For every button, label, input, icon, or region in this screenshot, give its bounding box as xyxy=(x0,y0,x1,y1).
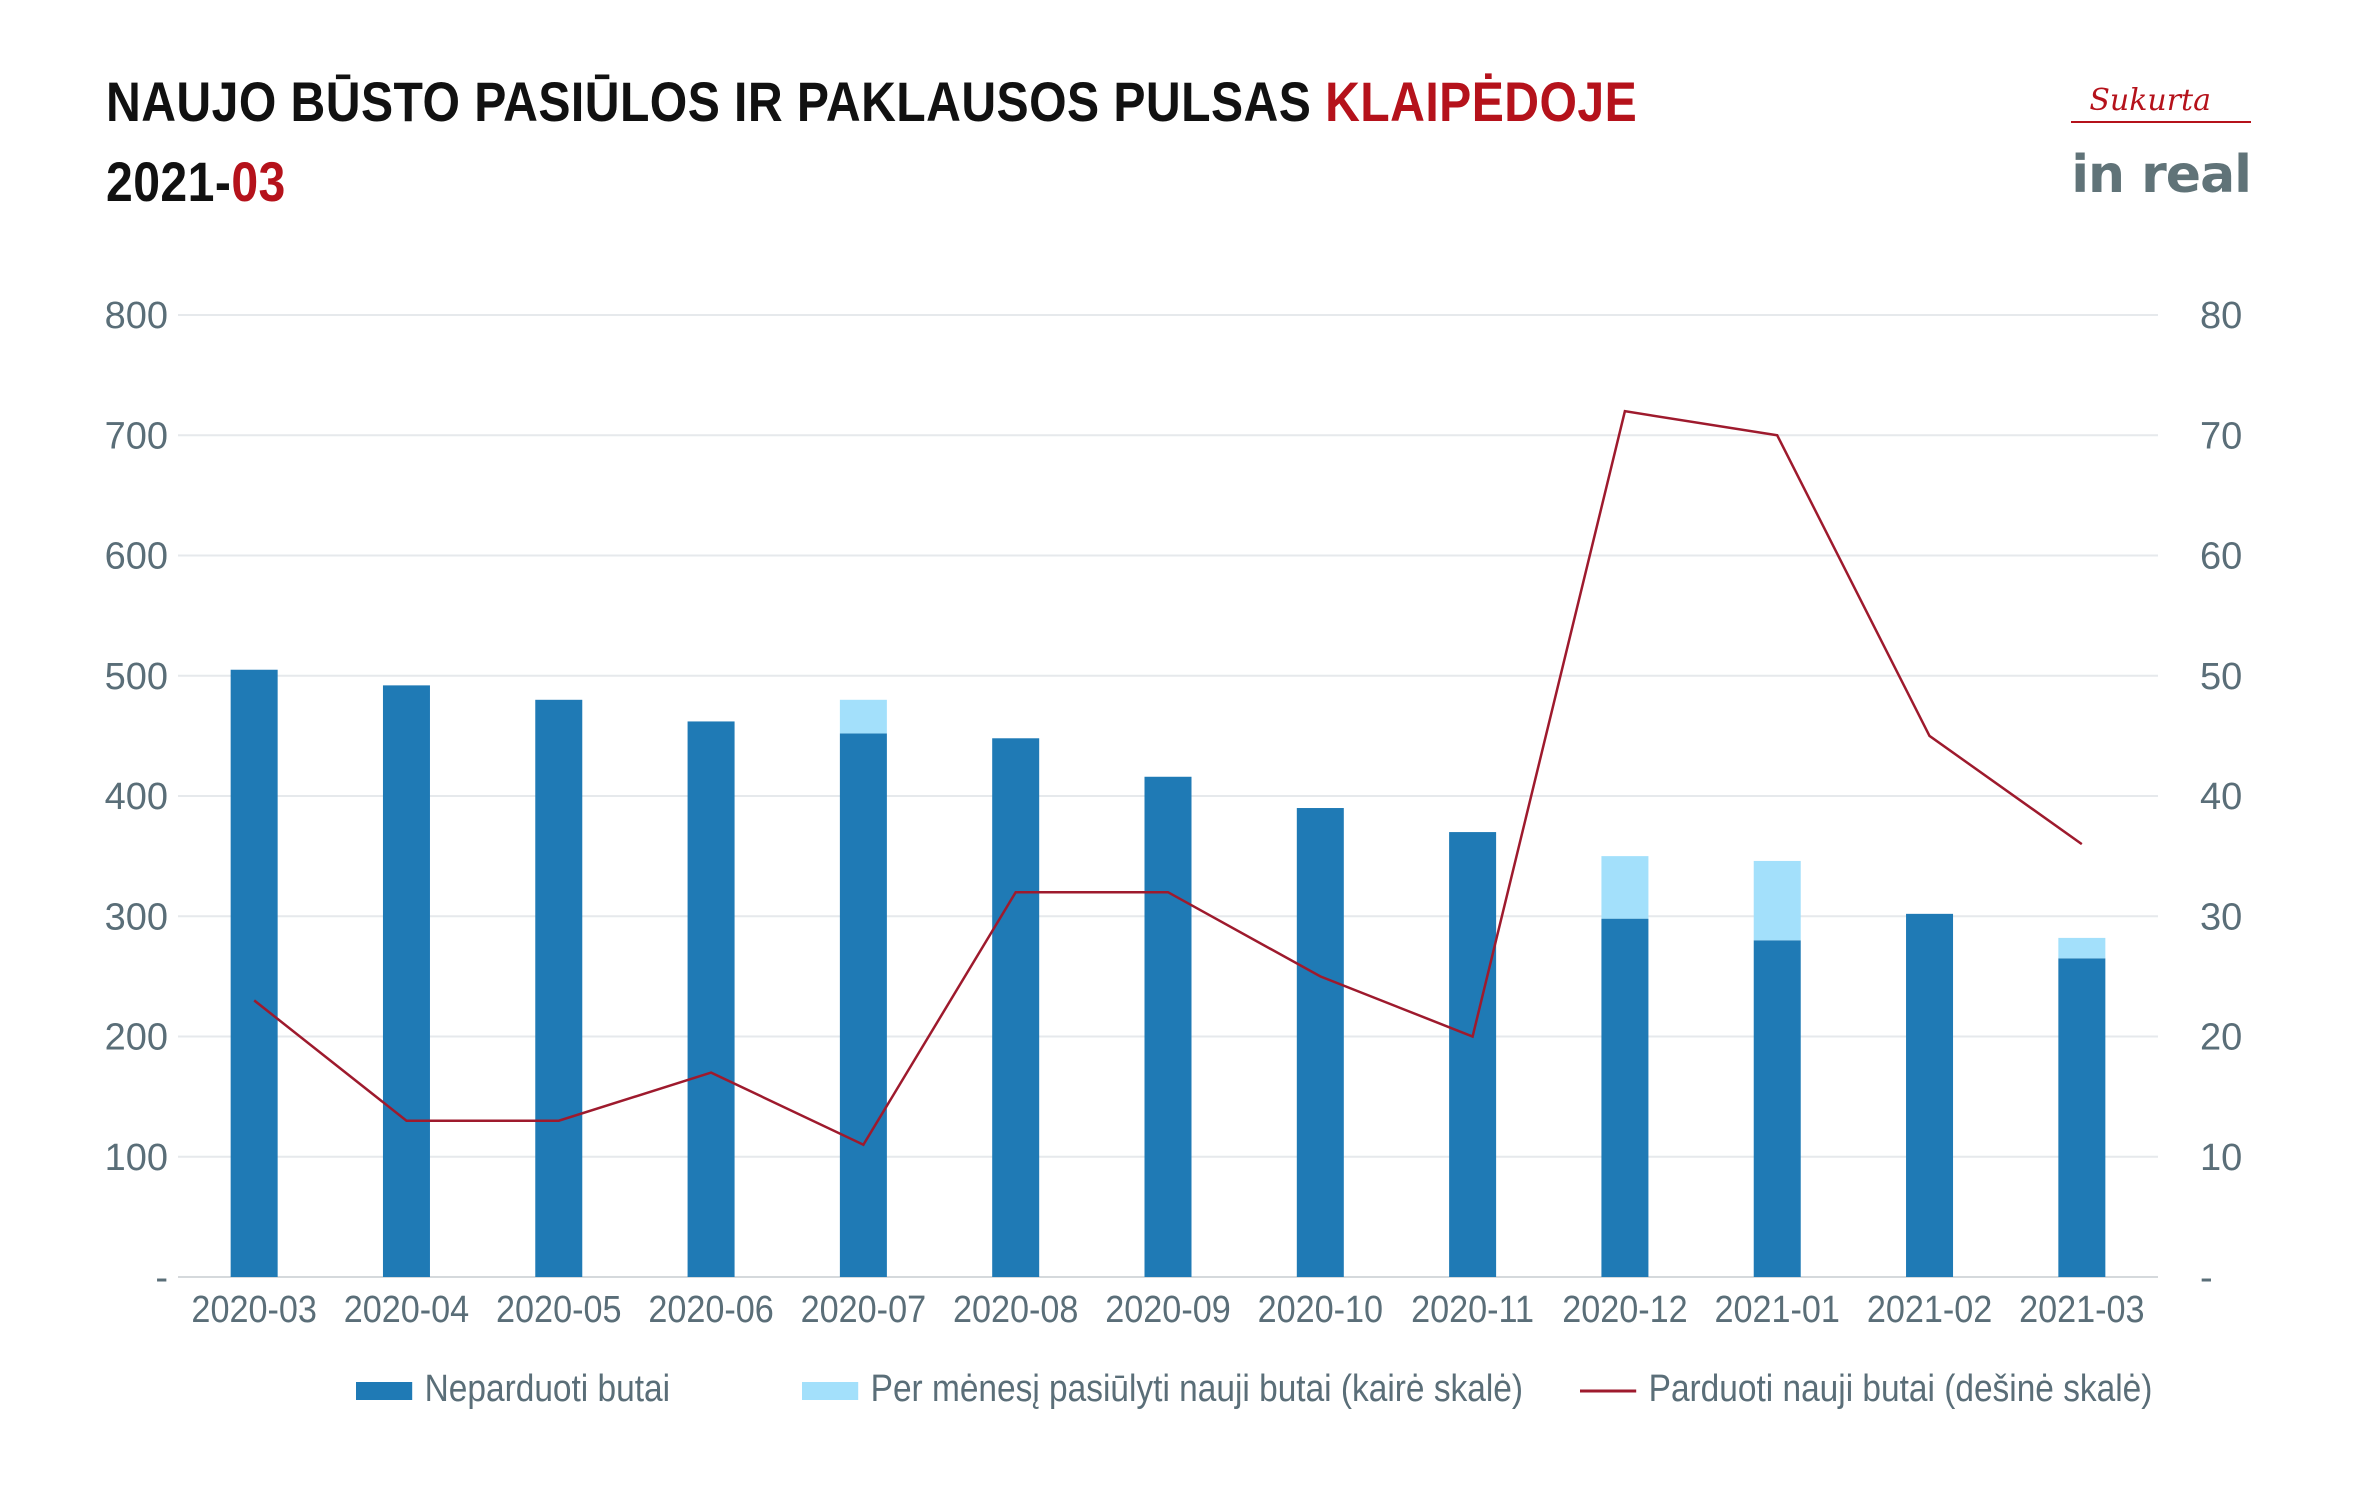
left-tick-label: 300 xyxy=(105,896,168,938)
bar-offered xyxy=(1753,860,1801,941)
left-axis: - 100 200 300 400 500 600 700 800 xyxy=(105,295,168,1299)
legend-label-unsold: Neparduoti butai xyxy=(424,1368,671,1410)
legend-swatch-unsold xyxy=(356,1381,413,1400)
bar-unsold xyxy=(1296,808,1344,1277)
subtitle-month: 03 xyxy=(231,150,286,213)
x-tick-label: 2020-09 xyxy=(1105,1287,1230,1330)
logo-top-text: Sukurta xyxy=(2089,83,2211,118)
left-tick-label: 200 xyxy=(105,1017,168,1059)
right-tick-label: 80 xyxy=(2200,295,2242,337)
right-tick-label: 30 xyxy=(2200,896,2242,938)
bar-unsold xyxy=(535,699,583,1277)
x-tick-label: 2020-04 xyxy=(344,1287,469,1330)
left-tick-label: 100 xyxy=(105,1137,168,1179)
bar-unsold xyxy=(1601,918,1649,1277)
bar-unsold xyxy=(1144,776,1192,1277)
title-city: KLAIPĖDOJE xyxy=(1325,70,1638,133)
left-tick-label: 500 xyxy=(105,656,168,698)
right-tick-label: 60 xyxy=(2200,536,2242,578)
x-tick-label: 2021-01 xyxy=(1715,1287,1840,1330)
x-axis: 2020-03 2020-04 2020-05 2020-06 2020-07 2020-… xyxy=(191,1287,2144,1330)
x-tick-label: 2020-06 xyxy=(648,1287,773,1330)
right-tick-label: - xyxy=(2200,1257,2213,1299)
logo-brand-text: in real xyxy=(2071,145,2251,205)
right-tick-label: 70 xyxy=(2200,415,2242,457)
left-tick-label: 800 xyxy=(105,295,168,337)
right-tick-label: 20 xyxy=(2200,1017,2242,1059)
legend-item-unsold: Neparduoti butai xyxy=(356,1368,670,1411)
bar-unsold xyxy=(230,669,278,1277)
right-tick-label: 40 xyxy=(2200,776,2242,818)
sold-line-layer xyxy=(253,409,2083,1147)
bar-unsold xyxy=(1449,832,1497,1277)
subtitle-text: 2021- xyxy=(106,150,232,213)
bar-unsold xyxy=(992,738,1040,1277)
bar-unsold xyxy=(382,685,430,1277)
legend-item-sold: Parduoti nauji butai (dešinė skalė) xyxy=(1580,1368,2152,1411)
bar-unsold xyxy=(1906,913,1954,1277)
x-tick-label: 2020-10 xyxy=(1258,1287,1383,1330)
left-tick-label: 700 xyxy=(105,415,168,457)
x-tick-label: 2020-05 xyxy=(496,1287,621,1330)
bar-unsold xyxy=(2058,958,2106,1277)
right-axis: - 10 20 30 40 50 60 70 80 xyxy=(2200,295,2242,1299)
legend-swatch-offered xyxy=(802,1381,859,1400)
bar-unsold xyxy=(687,721,735,1277)
right-tick-label: 10 xyxy=(2200,1137,2242,1179)
x-tick-label: 2020-03 xyxy=(191,1287,316,1330)
inreal-logo: Sukurta in real xyxy=(2071,83,2251,205)
right-tick-label: 50 xyxy=(2200,656,2242,698)
title-text: NAUJO BŪSTO PASIŪLOS IR PAKLAUSOS PULSAS xyxy=(106,70,1326,133)
bar-offered xyxy=(2058,937,2106,959)
legend-label-sold: Parduoti nauji butai (dešinė skalė) xyxy=(1648,1368,2153,1410)
chart-title: NAUJO BŪSTO PASIŪLOS IR PAKLAUSOS PULSAS… xyxy=(106,62,1637,222)
bars xyxy=(230,669,2106,1277)
x-tick-label: 2021-03 xyxy=(2019,1287,2144,1330)
x-tick-label: 2021-02 xyxy=(1867,1287,1992,1330)
x-tick-label: 2020-11 xyxy=(1411,1287,1534,1330)
x-tick-label: 2020-12 xyxy=(1562,1287,1687,1330)
left-tick-label: 600 xyxy=(105,536,168,578)
bar-unsold xyxy=(839,733,887,1277)
bar-unsold xyxy=(1753,940,1801,1277)
bar-offered xyxy=(1601,856,1649,919)
bar-offered xyxy=(839,699,887,734)
legend-label-offered: Per mėnesį pasiūlyti nauji butai (kairė … xyxy=(870,1368,1524,1410)
x-tick-label: 2020-08 xyxy=(953,1287,1078,1330)
left-tick-label: - xyxy=(155,1257,168,1299)
x-tick-label: 2020-07 xyxy=(801,1287,926,1330)
legend-item-offered: Per mėnesį pasiūlyti nauji butai (kairė … xyxy=(802,1368,1523,1411)
left-tick-label: 400 xyxy=(105,776,168,818)
